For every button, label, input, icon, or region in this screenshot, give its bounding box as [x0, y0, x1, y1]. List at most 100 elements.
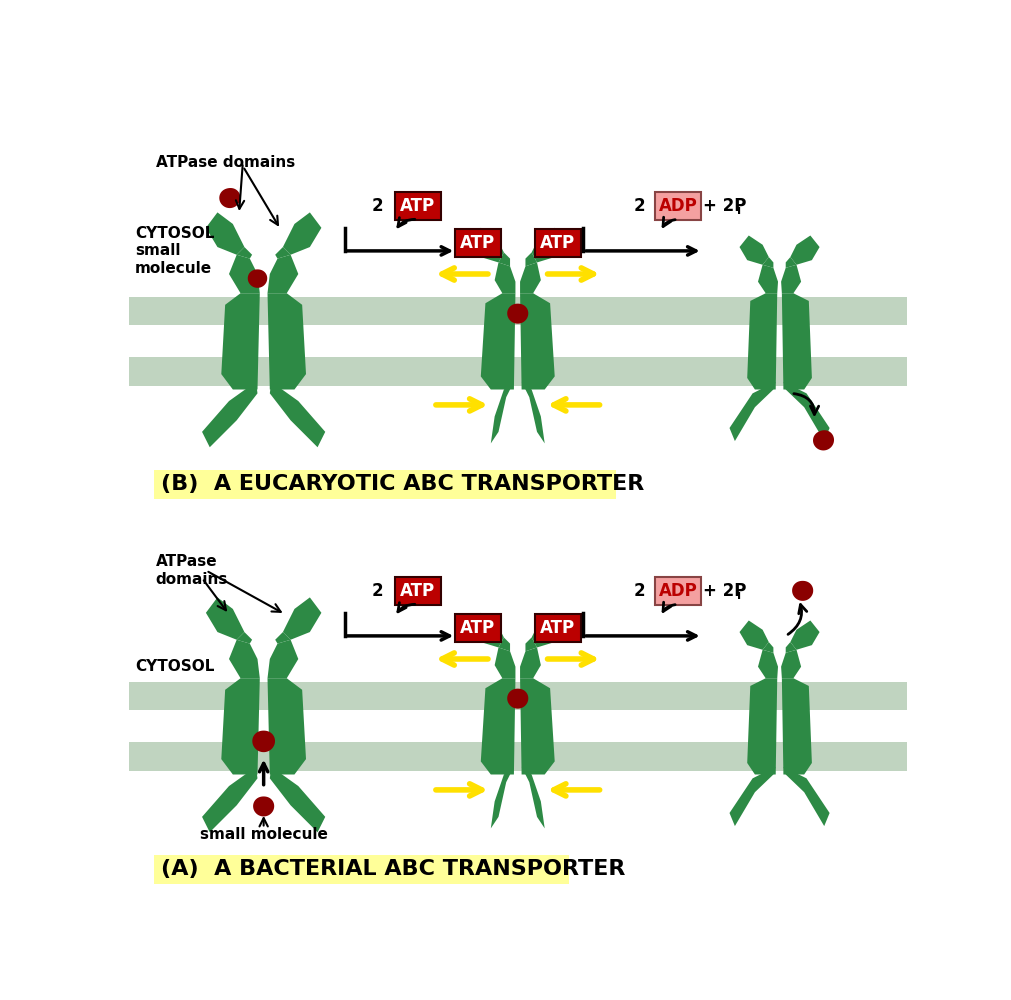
Text: ADP: ADP — [658, 197, 698, 215]
FancyBboxPatch shape — [394, 577, 441, 605]
Polygon shape — [283, 597, 321, 640]
Bar — [129, 710, 908, 742]
Polygon shape — [526, 252, 537, 266]
FancyBboxPatch shape — [455, 229, 500, 257]
Polygon shape — [229, 255, 260, 293]
Text: CYTOSOL
small
molecule: CYTOSOL small molecule — [135, 226, 214, 276]
Text: ATP: ATP — [540, 234, 575, 252]
Polygon shape — [762, 642, 773, 653]
Text: ADP: ADP — [658, 582, 698, 600]
Polygon shape — [791, 235, 820, 265]
Polygon shape — [522, 767, 545, 828]
Polygon shape — [747, 678, 777, 774]
Polygon shape — [786, 642, 797, 653]
Text: ATP: ATP — [540, 619, 575, 637]
Polygon shape — [782, 650, 801, 678]
Polygon shape — [784, 767, 830, 826]
FancyBboxPatch shape — [455, 614, 500, 642]
Polygon shape — [508, 689, 529, 709]
Polygon shape — [248, 269, 267, 288]
Polygon shape — [730, 382, 775, 441]
Polygon shape — [520, 262, 541, 293]
Polygon shape — [202, 767, 258, 832]
Polygon shape — [813, 430, 834, 450]
Bar — [129, 682, 908, 710]
Polygon shape — [268, 640, 298, 678]
Polygon shape — [494, 647, 516, 678]
Polygon shape — [270, 382, 326, 447]
Text: ATP: ATP — [460, 619, 495, 637]
Text: (B)  A EUCARYOTIC ABC TRANSPORTER: (B) A EUCARYOTIC ABC TRANSPORTER — [161, 474, 644, 494]
Polygon shape — [786, 257, 797, 268]
Polygon shape — [791, 620, 820, 650]
Polygon shape — [481, 293, 516, 389]
Polygon shape — [520, 293, 555, 389]
Polygon shape — [762, 257, 773, 268]
FancyBboxPatch shape — [535, 614, 581, 642]
Polygon shape — [782, 265, 801, 293]
Polygon shape — [219, 188, 241, 208]
Bar — [129, 325, 908, 357]
Text: ATPase
domains: ATPase domains — [156, 554, 228, 587]
Polygon shape — [221, 293, 260, 389]
FancyBboxPatch shape — [655, 192, 701, 220]
Bar — [129, 297, 908, 325]
Text: 2: 2 — [633, 582, 645, 600]
Polygon shape — [526, 637, 537, 651]
Polygon shape — [268, 678, 306, 774]
Polygon shape — [520, 647, 541, 678]
Polygon shape — [522, 382, 545, 443]
Polygon shape — [283, 212, 321, 255]
Text: ATP: ATP — [460, 234, 495, 252]
Polygon shape — [520, 678, 555, 774]
Bar — [129, 742, 908, 771]
Text: CYTOSOL: CYTOSOL — [135, 659, 214, 674]
Polygon shape — [253, 731, 275, 752]
Text: 2: 2 — [633, 197, 645, 215]
Polygon shape — [532, 228, 564, 262]
Polygon shape — [275, 247, 290, 259]
Text: i: i — [737, 204, 741, 217]
Polygon shape — [268, 255, 298, 293]
Text: ATP: ATP — [400, 197, 435, 215]
Polygon shape — [730, 767, 775, 826]
Polygon shape — [758, 265, 778, 293]
Polygon shape — [237, 247, 252, 259]
Polygon shape — [532, 613, 564, 647]
Text: small molecule: small molecule — [200, 827, 328, 842]
Polygon shape — [490, 382, 514, 443]
Polygon shape — [758, 650, 778, 678]
Polygon shape — [275, 632, 290, 644]
Polygon shape — [498, 637, 511, 651]
Polygon shape — [490, 767, 514, 828]
Polygon shape — [206, 212, 245, 255]
Polygon shape — [784, 382, 830, 441]
Polygon shape — [268, 293, 306, 389]
FancyBboxPatch shape — [394, 192, 441, 220]
Text: ATPase domains: ATPase domains — [156, 155, 295, 170]
Bar — [154, 855, 569, 884]
Bar — [129, 357, 908, 386]
Polygon shape — [221, 678, 260, 774]
Polygon shape — [471, 613, 503, 647]
Polygon shape — [739, 620, 768, 650]
Text: (A)  A BACTERIAL ABC TRANSPORTER: (A) A BACTERIAL ABC TRANSPORTER — [161, 859, 626, 879]
Polygon shape — [792, 581, 813, 601]
Polygon shape — [739, 235, 768, 265]
Bar — [154, 470, 616, 499]
FancyBboxPatch shape — [655, 577, 701, 605]
Text: i: i — [737, 589, 741, 602]
Polygon shape — [206, 597, 245, 640]
Polygon shape — [270, 767, 326, 832]
Text: 2: 2 — [371, 582, 383, 600]
Polygon shape — [494, 262, 516, 293]
Polygon shape — [481, 678, 516, 774]
Polygon shape — [782, 678, 812, 774]
Polygon shape — [237, 632, 252, 644]
Polygon shape — [508, 304, 529, 324]
Polygon shape — [253, 796, 274, 816]
Text: + 2P: + 2P — [703, 197, 746, 215]
Polygon shape — [229, 640, 260, 678]
Polygon shape — [471, 228, 503, 262]
Text: + 2P: + 2P — [703, 582, 746, 600]
